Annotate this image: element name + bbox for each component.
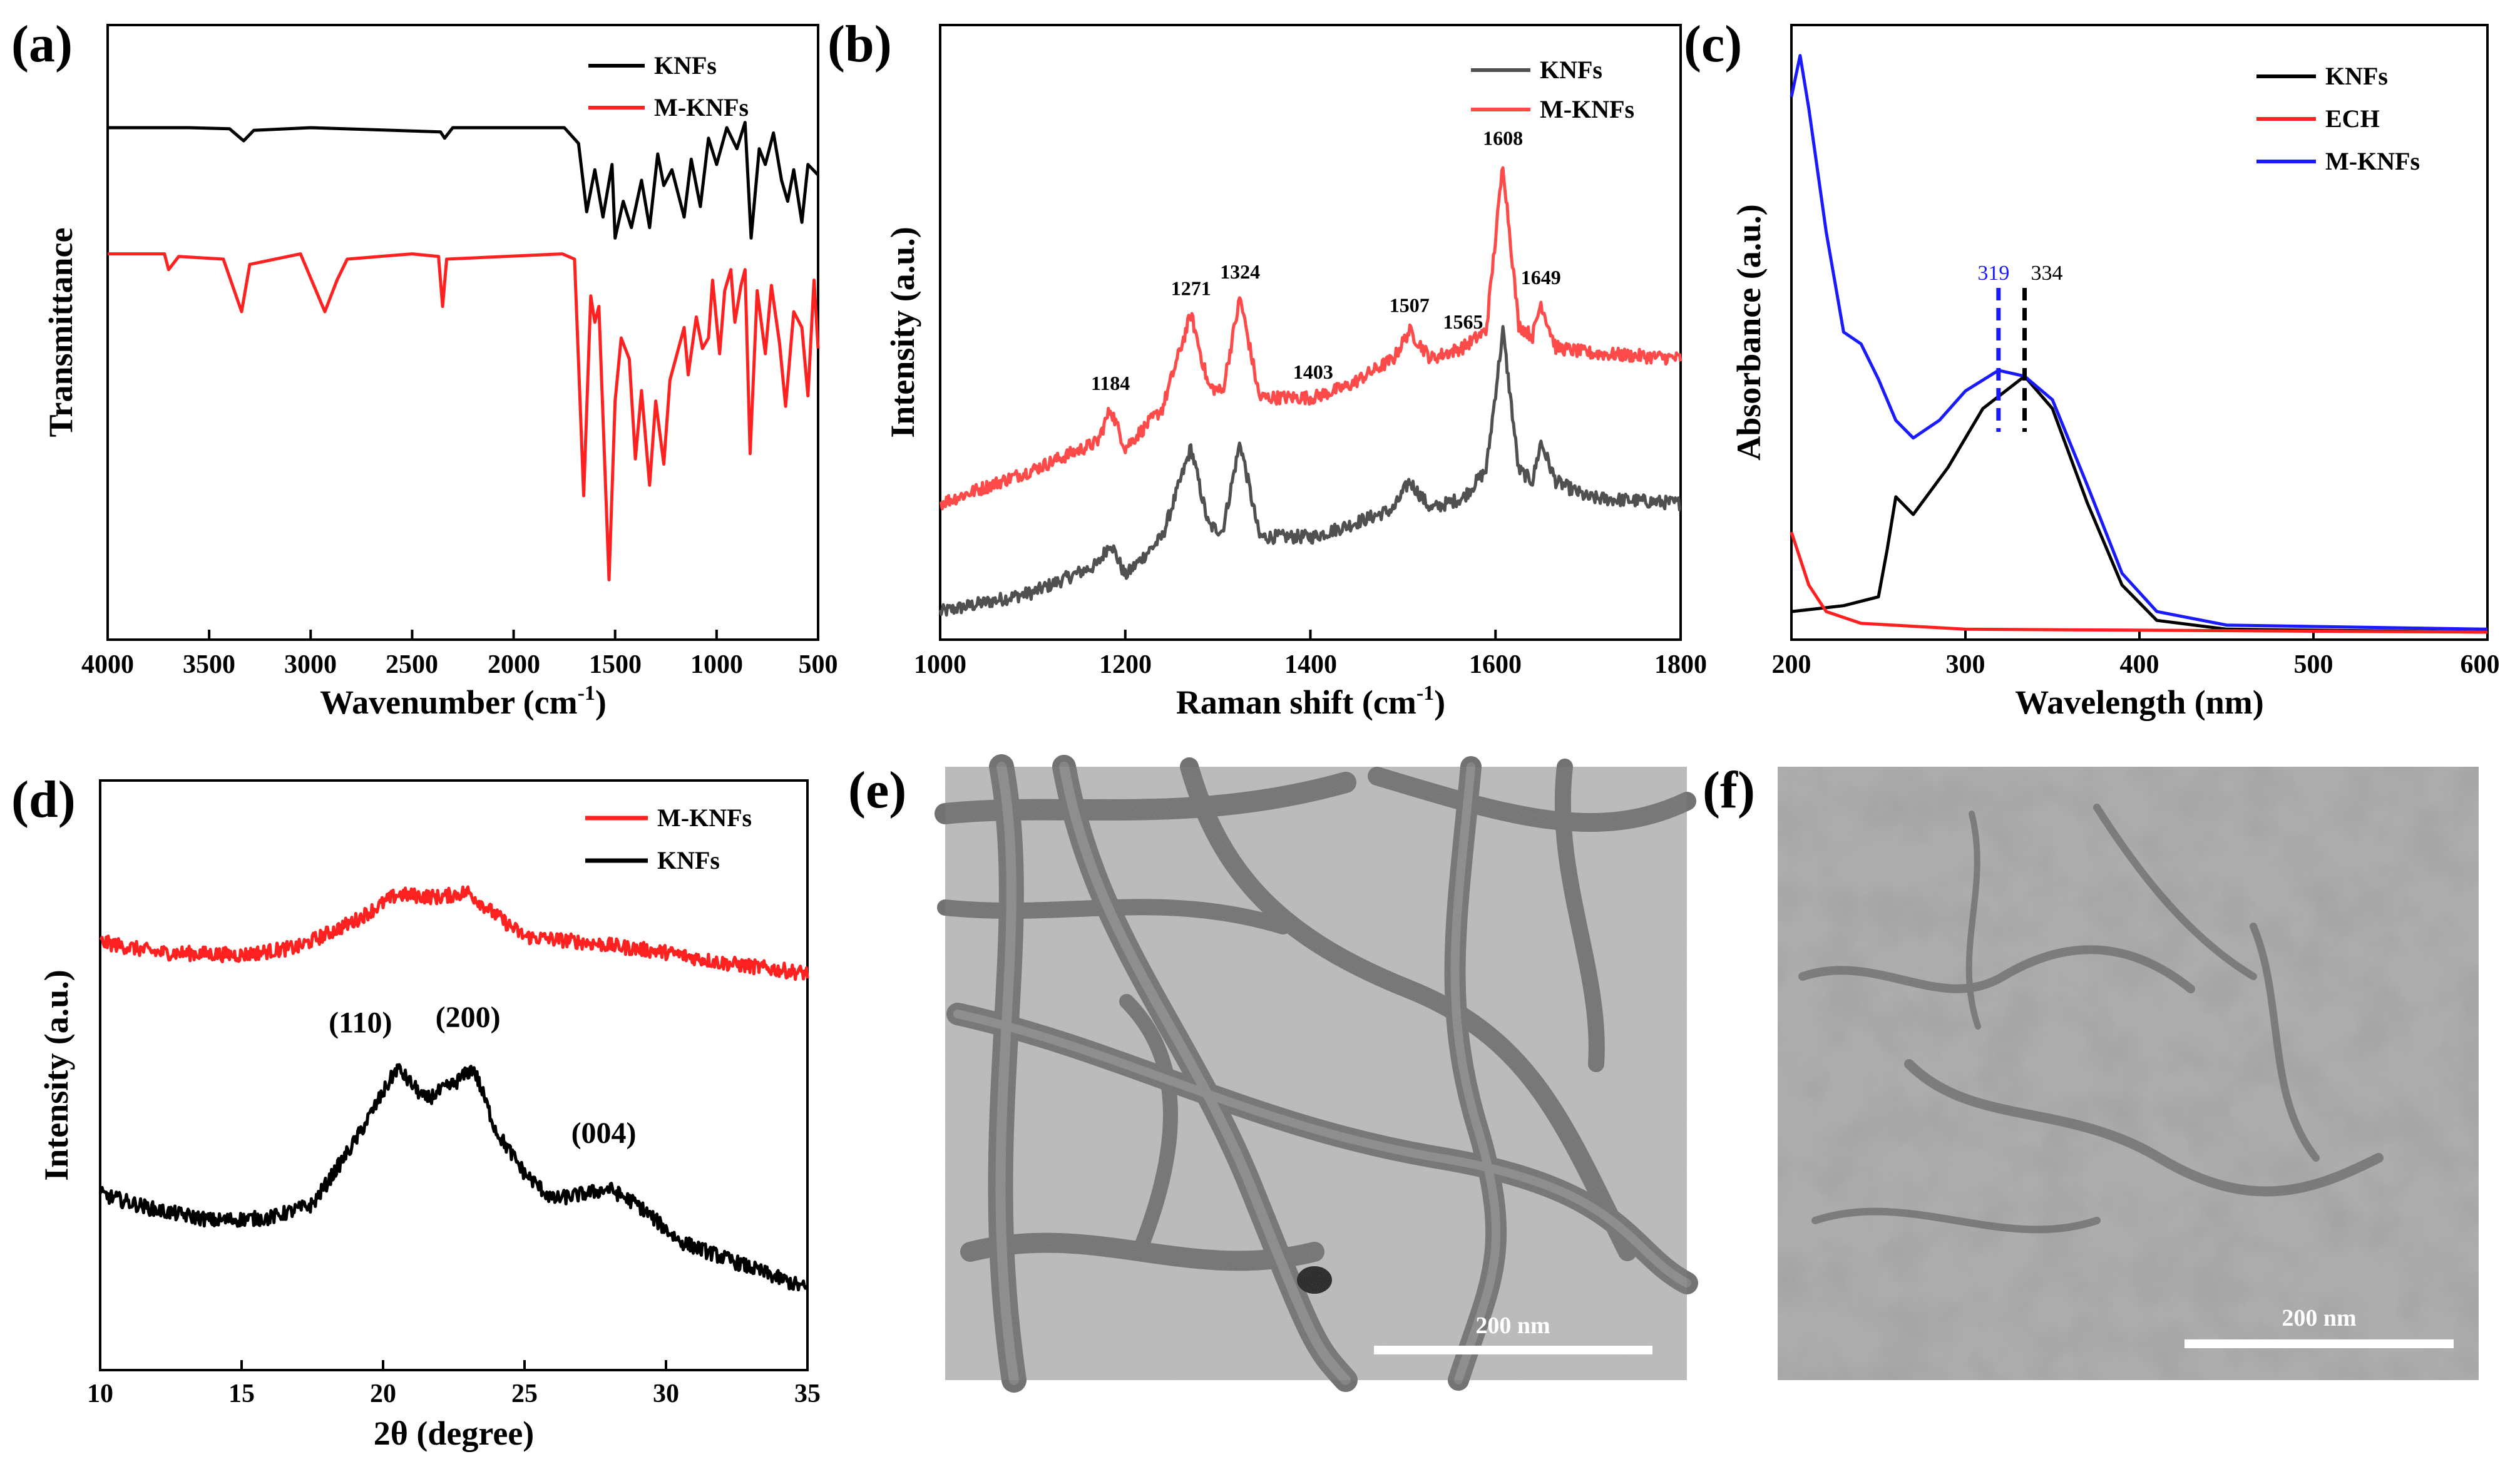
x-tick-label: 3500	[183, 650, 235, 679]
legend-label-m-knfs: M-KNFs	[2325, 147, 2420, 175]
x-tick-label: 10	[87, 1379, 113, 1408]
x-tick-label: 1200	[1099, 650, 1152, 679]
x-tick-label: 500	[799, 650, 838, 679]
x-tick-label: 1400	[1284, 650, 1337, 679]
x-tick-label: 20	[370, 1379, 396, 1408]
peak-label: (200)	[436, 1001, 501, 1034]
x-axis-title-a: Wavenumber (cm-1)	[320, 682, 607, 721]
peak-label: 1324	[1220, 260, 1260, 283]
legend-label-ech: ECH	[2325, 105, 2380, 133]
peak-label: 1565	[1443, 310, 1483, 333]
legend-label-m-knfs: M-KNFs	[654, 93, 749, 121]
x-tick-label: 200	[1772, 650, 1811, 679]
x-ticks-c: 200 300 400 500 600	[1772, 650, 2500, 679]
peak-label: 1403	[1293, 361, 1333, 383]
panel-label-e: (e)	[848, 761, 906, 819]
legend-label-knfs: KNFs	[657, 846, 720, 874]
peak-markers-c: 319 334	[1977, 262, 2063, 432]
peak-annotations-b: 1184 1271 1324 1403 1507 1565 1608 1649	[1091, 126, 1561, 394]
panel-label-b: (b)	[827, 15, 892, 73]
panel-label-f: (f)	[1703, 761, 1755, 819]
series-line-knfs	[98, 1063, 808, 1292]
panel-f: (f) 200 nm	[1703, 761, 2479, 1380]
plot-frame-c	[1790, 24, 2489, 641]
series-line-m-knfs	[939, 166, 1683, 511]
panel-e: (e)	[848, 754, 1698, 1393]
y-axis-title-c: Absorbance (a.u.)	[1730, 204, 1768, 461]
x-tick-label: 1500	[589, 650, 642, 679]
series-line-knfs	[108, 121, 819, 240]
legend-a: KNFs M-KNFs	[588, 51, 749, 121]
x-tick-label: 35	[794, 1379, 821, 1408]
series-line-knfs	[938, 325, 1681, 617]
legend-label-knfs: KNFs	[1540, 56, 1602, 84]
panel-a: (a) KNFs M-KNFs 4000 3500 3000 2500 2000…	[11, 15, 838, 721]
scale-label-f: 200 nm	[2282, 1305, 2356, 1331]
x-ticks-b: 1000 1200 1400 1600 1800	[914, 650, 1707, 679]
x-tick-label: 1000	[914, 650, 966, 679]
peak-label: 1184	[1091, 372, 1130, 394]
x-tick-label: 3000	[284, 650, 337, 679]
x-tick-label: 1600	[1469, 650, 1522, 679]
series-line-m-knfs	[1790, 54, 2488, 631]
y-axis-title-d: Intensity (a.u.)	[38, 970, 75, 1181]
x-tick-label: 25	[511, 1379, 538, 1408]
x-tick-label: 600	[2461, 650, 2500, 679]
panel-label-c: (c)	[1684, 15, 1742, 73]
x-tick-label: 2000	[488, 650, 540, 679]
legend-c: KNFs ECH M-KNFs	[2256, 62, 2420, 175]
series-line-m-knfs	[99, 885, 809, 981]
peak-label: (110)	[329, 1006, 392, 1040]
legend-d: M-KNFs KNFs	[585, 804, 752, 874]
panel-c: (c) KNFs ECH M-KNFs 319 334 200 300 400 5…	[1684, 15, 2500, 721]
x-axis-title-c: Wavelength (nm)	[2015, 683, 2264, 721]
plot-area-c	[1790, 54, 2489, 640]
x-axis-title-d: 2θ (degree)	[374, 1415, 535, 1452]
panel-label-d: (d)	[11, 770, 76, 829]
x-tick-label: 1000	[690, 650, 743, 679]
scale-bar-e	[1374, 1346, 1652, 1354]
peak-label: 1507	[1390, 294, 1430, 316]
plot-area-d	[98, 885, 809, 1370]
tem-image-e: 200 nm	[935, 754, 1698, 1393]
legend-label-m-knfs: M-KNFs	[657, 804, 752, 832]
peak-label: 1271	[1171, 277, 1211, 300]
scale-label-e: 200 nm	[1475, 1313, 1550, 1339]
x-tick-label: 4000	[81, 650, 134, 679]
x-tick-label: 300	[1946, 650, 1985, 679]
peak-annotations-d: (110) (200) (004)	[329, 1001, 636, 1150]
peak-label: 1649	[1521, 266, 1561, 289]
y-axis-title-a: Transmittance	[42, 228, 79, 438]
legend-b: KNFs M-KNFs	[1471, 56, 1634, 123]
x-tick-label: 2500	[386, 650, 438, 679]
panel-d: (d) M-KNFs KNFs (110) (200) (004) 10 15 20…	[11, 770, 821, 1452]
x-tick-label: 1800	[1654, 650, 1707, 679]
peak-marker-label: 319	[1977, 262, 2009, 285]
x-tick-label: 500	[2294, 650, 2333, 679]
legend-label-knfs: KNFs	[654, 51, 717, 79]
series-line-m-knfs	[108, 252, 820, 581]
x-ticks-d: 10 15 20 25 30 35	[87, 1379, 821, 1408]
series-line-ech	[1790, 531, 2488, 634]
legend-label-m-knfs: M-KNFs	[1540, 95, 1634, 123]
x-axis-title-b: Raman shift (cm-1)	[1176, 682, 1445, 721]
panel-label-a: (a)	[11, 15, 73, 73]
plot-area-b	[938, 166, 1683, 640]
panel-b: (b) KNFs M-KNFs 1184 1271 1324 1403 1507 1565…	[827, 15, 1707, 721]
x-ticks-a: 4000 3500 3000 2500 2000 1500 1000 500	[81, 650, 838, 679]
plot-area-a	[106, 121, 820, 640]
peak-label: (004)	[571, 1117, 637, 1150]
y-axis-title-b: Intensity (a.u.)	[884, 227, 921, 438]
x-tick-label: 30	[653, 1379, 679, 1408]
series-line-knfs	[1791, 374, 2488, 634]
legend-label-knfs: KNFs	[2325, 62, 2388, 90]
plot-frame-d	[99, 779, 809, 1371]
tem-image-f: 200 nm	[1778, 767, 2479, 1380]
peak-label: 1608	[1483, 126, 1523, 149]
peak-marker-label: 334	[2031, 262, 2063, 285]
x-tick-label: 15	[228, 1379, 255, 1408]
scale-bar-f	[2185, 1339, 2454, 1348]
x-tick-label: 400	[2120, 650, 2159, 679]
